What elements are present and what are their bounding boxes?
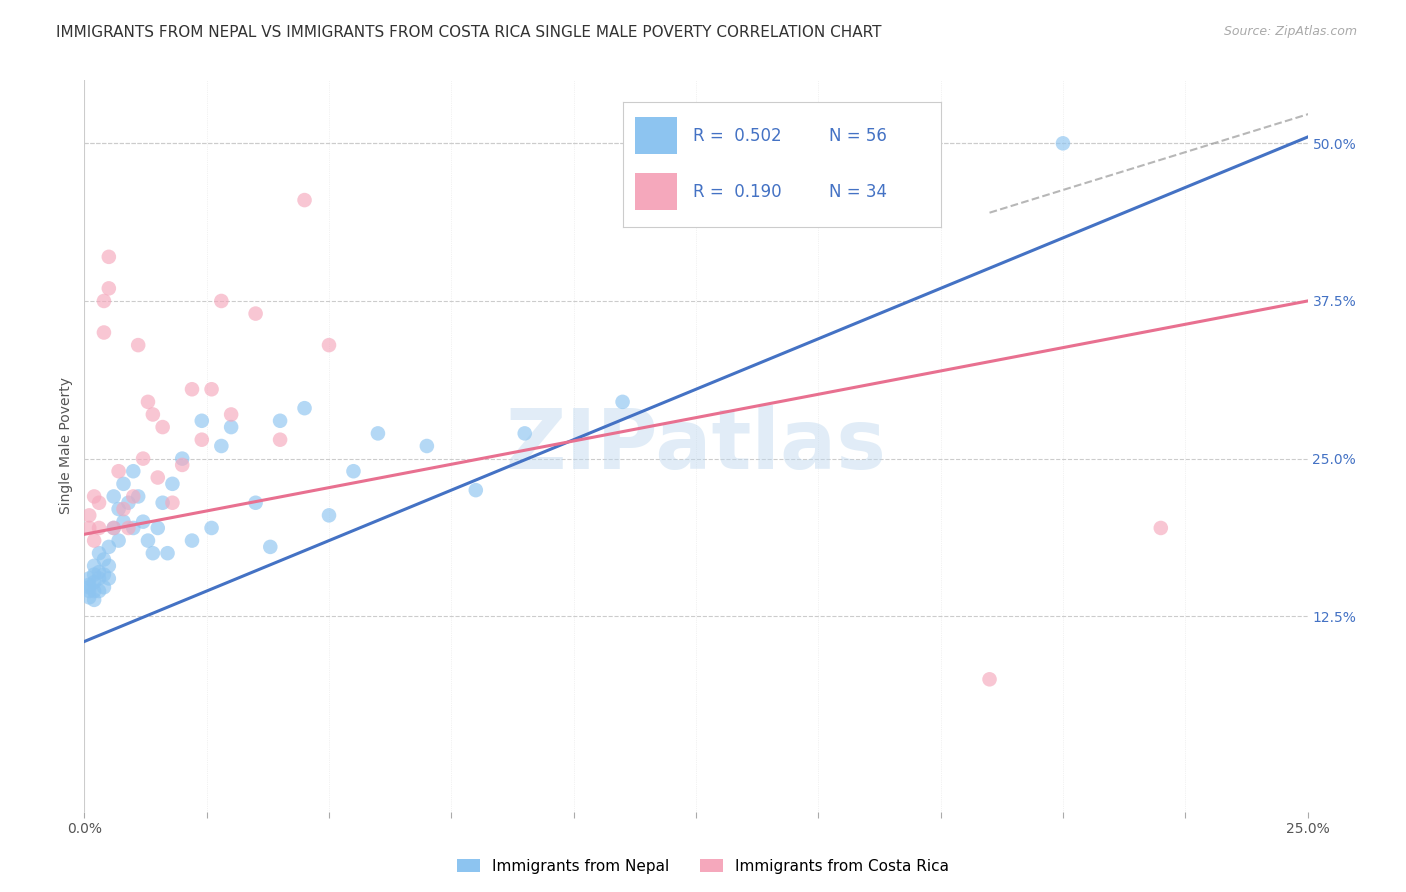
Point	[127, 338, 149, 352]
Point	[979, 673, 1001, 687]
Point	[612, 395, 634, 409]
Point	[294, 401, 316, 416]
Point	[132, 451, 155, 466]
Point	[367, 426, 389, 441]
Point	[181, 533, 204, 548]
Point	[269, 414, 291, 428]
Point	[112, 476, 135, 491]
Point	[83, 584, 105, 599]
Point	[107, 533, 129, 548]
Point	[117, 521, 139, 535]
Point	[77, 571, 100, 585]
Point	[83, 533, 105, 548]
Point	[83, 575, 105, 590]
Point	[122, 521, 145, 535]
Point	[122, 490, 145, 504]
Point	[87, 571, 110, 585]
Point	[156, 546, 179, 560]
Point	[103, 490, 125, 504]
Point	[172, 458, 194, 472]
Point	[162, 476, 184, 491]
Point	[87, 521, 110, 535]
Y-axis label: Single Male Poverty: Single Male Poverty	[59, 377, 73, 515]
Point	[107, 464, 129, 478]
Point	[318, 508, 340, 523]
Point	[245, 496, 267, 510]
Text: IMMIGRANTS FROM NEPAL VS IMMIGRANTS FROM COSTA RICA SINGLE MALE POVERTY CORRELAT: IMMIGRANTS FROM NEPAL VS IMMIGRANTS FROM…	[56, 25, 882, 40]
Point	[93, 552, 115, 566]
Point	[122, 464, 145, 478]
Point	[77, 591, 100, 605]
Point	[146, 521, 169, 535]
Point	[200, 382, 222, 396]
Point	[97, 540, 120, 554]
Point	[191, 414, 214, 428]
Point	[191, 433, 214, 447]
Point	[87, 496, 110, 510]
Point	[219, 408, 242, 422]
Point	[342, 464, 364, 478]
Point	[127, 490, 149, 504]
Point	[107, 502, 129, 516]
Point	[103, 521, 125, 535]
Point	[136, 533, 159, 548]
Point	[209, 293, 232, 308]
Point	[416, 439, 439, 453]
Point	[93, 580, 115, 594]
Point	[87, 565, 110, 579]
Point	[117, 496, 139, 510]
Text: ZIPatlas: ZIPatlas	[506, 406, 886, 486]
Point	[1052, 136, 1074, 151]
Point	[152, 420, 174, 434]
Legend: Immigrants from Nepal, Immigrants from Costa Rica: Immigrants from Nepal, Immigrants from C…	[451, 853, 955, 880]
Point	[152, 496, 174, 510]
Point	[87, 584, 110, 599]
Point	[142, 546, 165, 560]
Point	[83, 558, 105, 573]
Point	[142, 408, 165, 422]
Text: Source: ZipAtlas.com: Source: ZipAtlas.com	[1223, 25, 1357, 38]
Point	[103, 521, 125, 535]
Point	[83, 567, 105, 582]
Point	[1150, 521, 1173, 535]
Point	[93, 326, 115, 340]
Point	[77, 584, 100, 599]
Point	[162, 496, 184, 510]
Point	[93, 567, 115, 582]
Point	[97, 558, 120, 573]
Point	[464, 483, 486, 497]
Point	[172, 451, 194, 466]
Point	[219, 420, 242, 434]
Point	[77, 580, 100, 594]
Point	[513, 426, 536, 441]
Point	[97, 571, 120, 585]
Point	[97, 281, 120, 295]
Point	[112, 515, 135, 529]
Point	[245, 307, 267, 321]
Point	[209, 439, 232, 453]
Point	[77, 578, 100, 592]
Point	[97, 250, 120, 264]
Point	[200, 521, 222, 535]
Point	[77, 521, 100, 535]
Point	[112, 502, 135, 516]
Point	[87, 546, 110, 560]
Point	[83, 592, 105, 607]
Point	[146, 470, 169, 484]
Point	[181, 382, 204, 396]
Point	[269, 433, 291, 447]
Point	[294, 193, 316, 207]
Point	[132, 515, 155, 529]
Point	[259, 540, 281, 554]
Point	[83, 490, 105, 504]
Point	[318, 338, 340, 352]
Point	[77, 508, 100, 523]
Point	[136, 395, 159, 409]
Point	[807, 186, 830, 201]
Point	[93, 293, 115, 308]
